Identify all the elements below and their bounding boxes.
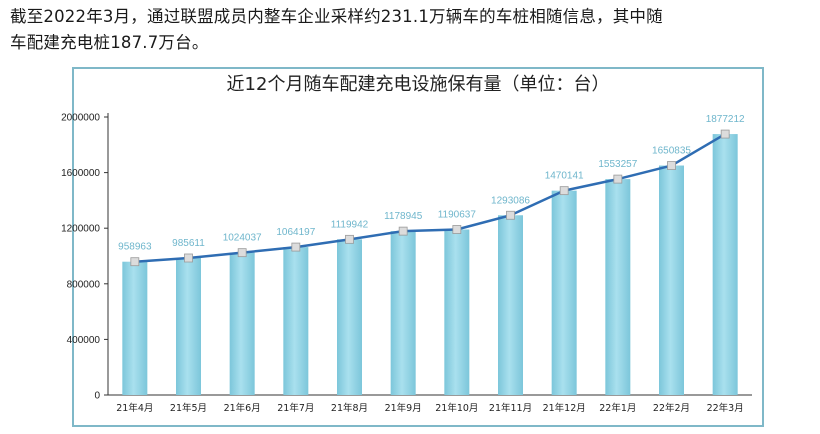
bar (176, 258, 201, 395)
bar (498, 215, 523, 395)
data-label: 1470141 (545, 171, 584, 182)
y-tick-label: 1200000 (61, 224, 100, 235)
data-label: 1119942 (331, 219, 369, 230)
chart-title: 近12个月随车配建充电设施保有量（单位：台） (226, 74, 610, 95)
y-tick-label: 1600000 (61, 168, 100, 179)
x-tick-label: 21年4月 (116, 402, 153, 414)
bar (659, 165, 684, 395)
line-marker (559, 186, 569, 196)
line-marker (452, 225, 462, 234)
trend-line (134, 132, 726, 263)
x-tick-label: 21年11月 (489, 402, 532, 414)
line-marker (506, 210, 515, 220)
line-marker (291, 242, 301, 252)
data-label: 1553257 (598, 159, 637, 170)
line-marker (720, 129, 730, 139)
data-label: 958963 (118, 242, 152, 253)
x-tick-label: 22年1月 (599, 402, 636, 414)
intro-text: 截至2022年3月，通过联盟成员内整车企业采样约231.1万辆车的车桩相随信息，… (10, 4, 810, 56)
line-marker (613, 174, 623, 184)
data-label: 1190637 (438, 210, 477, 221)
data-label: 1064197 (276, 227, 315, 238)
bar (390, 231, 416, 395)
intro-line-2: 车配建充电桩187.7万台。 (10, 33, 209, 52)
data-label: 1024037 (223, 233, 262, 244)
bar (444, 229, 470, 395)
bar (337, 239, 362, 395)
data-label: 1178945 (384, 211, 423, 222)
x-tick-label: 21年5月 (170, 402, 207, 414)
intro-line-1: 截至2022年3月，通过联盟成员内整车企业采样约231.1万辆车的车桩相随信息，… (10, 7, 663, 26)
x-tick-label: 21年9月 (385, 402, 422, 414)
data-label: 1293086 (491, 195, 530, 206)
x-tick-label: 22年3月 (707, 402, 744, 414)
y-tick-label: 800000 (67, 279, 101, 290)
line-marker (184, 253, 193, 263)
data-label: 1650835 (652, 146, 691, 157)
line-marker (237, 248, 247, 258)
x-tick-label: 21年10月 (435, 402, 478, 414)
y-tick-label: 400000 (67, 335, 101, 346)
x-tick-label: 22年2月 (653, 402, 690, 414)
bar (122, 261, 148, 395)
data-label: 1877212 (706, 114, 745, 125)
line-marker (130, 257, 140, 267)
bar (551, 190, 577, 395)
x-tick-label: 21年12月 (543, 402, 586, 414)
x-tick-label: 21年6月 (224, 402, 261, 414)
y-tick-label: 2000000 (61, 113, 100, 124)
data-label: 985611 (172, 238, 205, 249)
line-marker (667, 161, 676, 170)
bar (605, 179, 631, 395)
y-tick-label: 0 (94, 391, 100, 402)
bar (229, 252, 255, 395)
line-marker (398, 226, 408, 236)
x-tick-label: 21年8月 (331, 402, 368, 414)
x-tick-label: 21年7月 (277, 402, 314, 414)
line-marker (345, 234, 354, 244)
bar (283, 247, 309, 395)
bar (712, 134, 738, 395)
